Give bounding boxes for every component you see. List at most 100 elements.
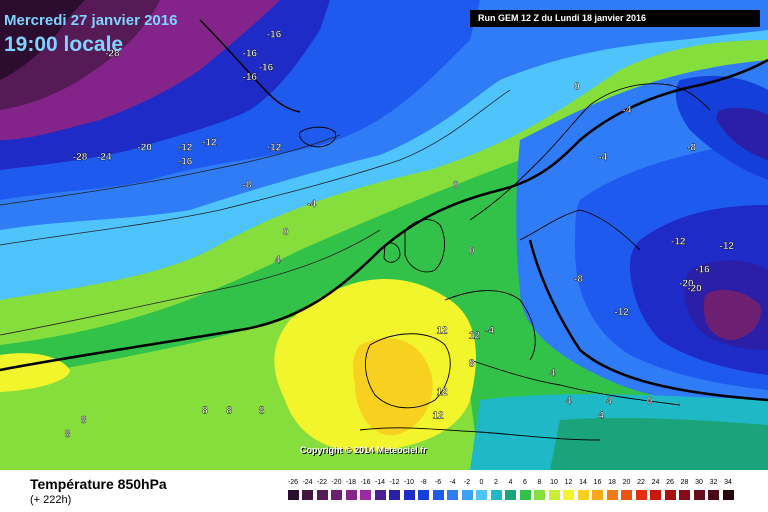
legend-label: -22: [316, 479, 328, 486]
legend-swatch: [345, 490, 357, 500]
isotherm-label: 8: [226, 406, 232, 417]
isotherm-label: 12: [437, 387, 449, 398]
isotherm-label: 8: [81, 415, 87, 426]
forecast-date: Mercredi 27 janvier 2016: [4, 12, 178, 29]
legend-label: 20: [622, 479, 631, 486]
coastline-north-africa: [359, 427, 601, 441]
legend-label: 22: [637, 479, 645, 486]
isotherm-label: -16: [695, 265, 710, 276]
legend-swatch: [664, 490, 676, 500]
field-title: Température 850hPa: [30, 476, 167, 492]
legend-swatch: [505, 490, 516, 500]
isotherm-label: 0: [574, 81, 580, 92]
coastline-iberia: [364, 333, 451, 409]
legend-swatch: [331, 490, 342, 500]
legend-label: 10: [550, 479, 558, 486]
isotherm-label: -28: [73, 152, 88, 163]
legend-label: 8: [537, 479, 542, 486]
legend-label: -16: [360, 479, 371, 486]
isotherm-label: 4: [598, 410, 604, 421]
legend-label: 12: [564, 479, 573, 486]
legend-swatch: [490, 490, 502, 500]
field-band-m28: [0, 0, 85, 80]
isotherm-greenland: [199, 19, 301, 113]
legend-swatch: [679, 490, 690, 500]
legend-swatch: [316, 490, 328, 500]
legend-swatch: [432, 490, 444, 500]
color-legend: -26 -24 -22 -20 -18 -16 -14 -12 -10 -8 -6 -4 -2 0 2 4 6 8…: [286, 470, 746, 510]
lead-time: (+ 222h): [30, 494, 72, 506]
legend-swatch: [635, 490, 647, 500]
isotherm-label: 0: [283, 227, 289, 238]
field-se-band-2: [550, 417, 768, 470]
isotherm-label: 0: [469, 246, 475, 257]
legend-label: 28: [680, 479, 689, 486]
legend-swatch: [374, 490, 386, 500]
field-north-cold-m8: [675, 75, 768, 180]
isotherm-label: -16: [243, 48, 258, 59]
field-band-14: [353, 338, 433, 436]
legend-swatch: [577, 490, 589, 500]
legend-swatch: [302, 490, 313, 500]
field-north-cold-m12: [716, 107, 768, 160]
legend-label: 6: [523, 479, 527, 486]
legend-swatch: [606, 490, 618, 500]
legend-swatch: [592, 490, 603, 500]
isotherm-label: 0: [647, 396, 653, 407]
isotherm-label: 12: [437, 326, 449, 337]
legend-swatch: [650, 490, 661, 500]
isotherm-label: -12: [202, 138, 217, 149]
legend-swatch: [534, 490, 545, 500]
isotherm-label: -4: [598, 152, 607, 163]
isotherm-label: 12: [469, 330, 481, 341]
isotherm-label: -20: [679, 279, 694, 290]
legend-label: 14: [579, 479, 587, 486]
legend-label: 30: [695, 479, 703, 486]
legend-swatch: [403, 490, 415, 500]
legend-swatch: [722, 490, 734, 500]
isotherm-label: -12: [267, 142, 282, 153]
legend-label: 34: [724, 479, 732, 486]
legend-label: -26: [287, 479, 299, 486]
isotherm-label: 8: [259, 406, 265, 417]
legend-label: 32: [709, 479, 718, 486]
legend-label: -10: [403, 479, 415, 486]
legend-swatch: [360, 490, 371, 500]
legend-label: -2: [463, 479, 471, 486]
isotherm-label: 4: [550, 368, 556, 379]
legend-label: -20: [331, 479, 342, 486]
legend-swatch: [461, 490, 473, 500]
footer: Température 850hPa (+ 222h) -26 -24 -22 -20…: [0, 470, 768, 512]
isotherm-plus4: [0, 229, 381, 336]
legend-swatch: [621, 490, 632, 500]
legend-swatch: [476, 490, 487, 500]
legend-label: -12: [389, 479, 400, 486]
isotherm-label: -12: [614, 307, 629, 318]
isotherm-label: -16: [243, 72, 258, 83]
isotherm-label: -4: [485, 326, 494, 337]
legend-swatch: [548, 490, 560, 500]
isotherm-label: 8: [65, 429, 71, 440]
legend-swatch: [389, 490, 400, 500]
model-run-label: Run GEM 12 Z du Lundi 18 janvier 2016: [470, 10, 760, 27]
isotherm-label: 4: [606, 396, 612, 407]
isotherm-label: -24: [97, 152, 112, 163]
legend-label: -14: [374, 479, 386, 486]
isotherm-label: -28: [105, 48, 120, 59]
isotherm-label: -8: [574, 274, 583, 285]
legend-label: 24: [651, 479, 660, 486]
legend-label: -24: [302, 479, 313, 486]
forecast-time: 19:00 locale: [4, 33, 124, 56]
legend-label: -18: [345, 479, 357, 486]
legend-label: -6: [434, 479, 442, 486]
isotherm-zero: [0, 58, 768, 372]
temperature-map: -28-16-16-16-16-28 -24-20 -12 -12-16-12-8-4…: [0, 0, 768, 470]
legend-label: 0: [479, 479, 484, 486]
legend-label: 16: [593, 479, 602, 486]
legend-label: 2: [494, 479, 498, 486]
isotherm-label: -4: [307, 199, 316, 210]
coastline-scandinavia: [469, 83, 711, 251]
legend-label: 26: [666, 479, 674, 486]
isotherm-label: 8: [202, 406, 208, 417]
